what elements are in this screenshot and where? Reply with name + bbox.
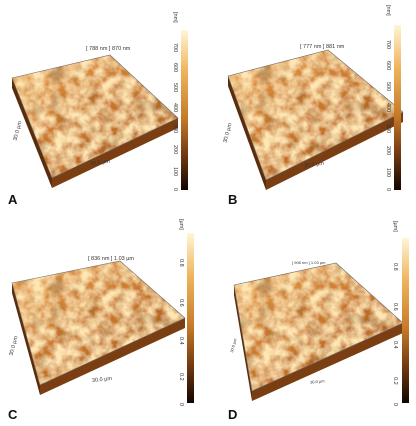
y-extent-label: 30.0 µm	[228, 337, 238, 354]
colorbar-tick: 0	[385, 188, 391, 192]
colorbar-tick: 0.6	[392, 303, 398, 311]
colorbar-tick: 700	[172, 43, 178, 53]
colorbar-unit: [µm]	[178, 219, 184, 230]
surface-front-wall	[266, 112, 403, 190]
colorbar-tick: 0.8	[392, 263, 398, 271]
colorbar-unit: [nm]	[385, 5, 391, 16]
colorbar-tick: 500	[172, 83, 178, 93]
x-extent-label: 30.0 µm	[309, 378, 325, 385]
afm-panel-a: [ 788 nm ] 870 nm 30.0 µm 30.0 µm A [nm]…	[0, 0, 208, 213]
surface-left-wall	[228, 76, 266, 190]
topography-surface	[233, 262, 404, 401]
colorbar-tick: 0.4	[392, 341, 398, 349]
surface-valleys	[234, 263, 403, 391]
y-extent-label: 30.0 µm	[12, 120, 24, 142]
colorbar-unit: [µm]	[392, 221, 398, 232]
surface-outline	[11, 54, 179, 179]
surface-left-wall	[12, 78, 52, 188]
surface-valleys	[228, 50, 403, 180]
y-extent-label: 30.0 µm	[8, 335, 20, 357]
panel-letter: D	[228, 407, 238, 422]
colorbar-tick: 500	[385, 82, 391, 92]
height-colorbar	[402, 238, 409, 403]
colorbar-tick: 400	[385, 103, 391, 113]
colorbar-tick: 0.2	[392, 377, 398, 385]
panel-letter: B	[228, 192, 238, 207]
topography-surface	[11, 54, 179, 188]
surface-front-wall	[40, 318, 185, 395]
x-extent-label: 30.0 µm	[89, 158, 111, 168]
surface-left-wall	[12, 283, 40, 395]
colorbar-tick: 600	[172, 63, 178, 73]
surface-front-wall	[52, 118, 178, 188]
colorbar-tick: 700	[385, 40, 391, 50]
height-colorbar	[394, 25, 401, 190]
colorbar-unit: [nm]	[172, 12, 178, 23]
height-colorbar	[181, 30, 188, 190]
colorbar-tick: 300	[385, 124, 391, 134]
scan-range-label: [ 788 nm ] 870 nm	[86, 46, 131, 52]
y-extent-label: 30.0 µm	[222, 122, 234, 144]
surface-front-wall	[252, 323, 403, 401]
colorbar-tick: 0	[172, 188, 178, 192]
x-extent-label: 30.0 µm	[303, 160, 325, 170]
panel-letter: C	[8, 407, 18, 422]
scan-range-label: [ 836 nm ] 1.03 µm	[88, 256, 134, 262]
surface-left-wall	[234, 285, 252, 401]
colorbar-tick: 0	[392, 403, 398, 407]
colorbar-tick: 200	[385, 146, 391, 156]
colorbar-tick: 100	[172, 167, 178, 177]
x-extent-label: 30.0 µm	[91, 375, 113, 385]
scan-range-label: [ 777 nm ] 881 nm	[300, 44, 345, 50]
colorbar-tick: 600	[385, 61, 391, 71]
colorbar-tick: 0.8	[178, 259, 184, 267]
topography-surface	[11, 260, 186, 395]
scan-range-label: [ 906 nm ] 1.03 µm	[292, 260, 326, 265]
colorbar-tick: 200	[172, 145, 178, 155]
colorbar-tick: 100	[385, 168, 391, 178]
colorbar-tick: 0.4	[178, 337, 184, 345]
surface-outline	[11, 260, 186, 386]
topography-surface	[227, 49, 404, 190]
surface-valleys	[12, 55, 178, 178]
afm-panel-d: [ 906 nm ] 1.03 µm 30.0 µm 30.0 µm D [µm…	[208, 213, 416, 426]
colorbar-tick: 0	[178, 403, 184, 407]
colorbar-tick: 400	[172, 103, 178, 113]
afm-panel-b: [ 777 nm ] 881 nm 30.0 µm 30.0 µm B [nm]…	[208, 0, 416, 213]
afm-panel-c: [ 836 nm ] 1.03 µm 30.0 µm 30.0 µm C [µm…	[0, 213, 208, 426]
surface-valleys	[12, 261, 185, 385]
colorbar-tick: 300	[172, 124, 178, 134]
height-colorbar	[187, 233, 194, 403]
panel-letter: A	[8, 192, 18, 207]
surface-outline	[227, 49, 404, 181]
colorbar-tick: 0.2	[178, 373, 184, 381]
colorbar-tick: 0.6	[178, 299, 184, 307]
